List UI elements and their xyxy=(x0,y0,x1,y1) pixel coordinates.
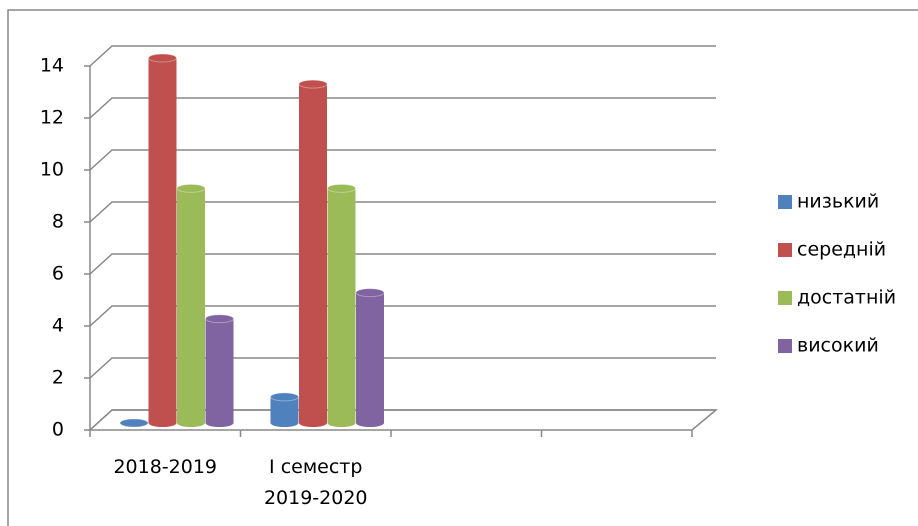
legend-swatch xyxy=(778,339,792,353)
legend-label: низький xyxy=(797,191,879,213)
bar-top xyxy=(327,183,356,193)
legend-swatch xyxy=(778,243,792,257)
bar-top xyxy=(355,288,385,298)
bar-top xyxy=(176,183,206,193)
bar xyxy=(356,292,384,423)
y-tick-label: 14 xyxy=(40,55,64,77)
bar-top xyxy=(205,314,234,324)
legend-label: достатній xyxy=(797,287,896,309)
x-tick-label: I семестр 2019-2020 xyxy=(263,456,368,509)
y-tick-label: 12 xyxy=(40,107,64,129)
grid-line xyxy=(89,305,716,327)
bar-base xyxy=(148,419,177,427)
y-tick-label: 4 xyxy=(52,315,64,337)
bar-top xyxy=(298,79,328,89)
bar-base xyxy=(327,419,356,427)
bar-base xyxy=(299,419,327,427)
bar-group xyxy=(148,53,177,427)
legend-swatch xyxy=(778,291,792,305)
y-tick-label: 10 xyxy=(40,159,64,181)
legend-swatch xyxy=(778,195,792,209)
bar-base xyxy=(356,419,384,427)
bar-group xyxy=(355,288,385,427)
bar-top xyxy=(148,53,177,63)
grid-line xyxy=(89,201,716,223)
bar xyxy=(177,188,205,423)
legend-label: середній xyxy=(797,239,886,261)
bar xyxy=(270,396,299,423)
bar-base xyxy=(205,419,234,427)
bar-group xyxy=(270,392,299,427)
grid-line xyxy=(89,149,716,171)
bar-group xyxy=(176,183,206,427)
bar-group xyxy=(298,79,328,427)
x-tick-label: 2018-2019 xyxy=(113,456,218,478)
grid-line xyxy=(89,409,716,431)
grid-line xyxy=(89,97,716,119)
bar-base xyxy=(177,419,205,427)
y-tick-label: 0 xyxy=(52,419,64,441)
grid-line xyxy=(89,253,716,275)
y-tick-label: 2 xyxy=(52,367,64,389)
chart-border xyxy=(7,9,918,526)
bar xyxy=(327,188,356,423)
y-tick-label: 6 xyxy=(52,263,64,285)
bar-group xyxy=(205,314,234,427)
bar-top xyxy=(119,418,149,428)
bar xyxy=(148,58,177,423)
bar xyxy=(205,318,234,423)
bar xyxy=(299,84,327,424)
legend-label: високий xyxy=(797,335,879,357)
grid-line xyxy=(89,45,716,67)
y-tick-label: 8 xyxy=(52,211,64,233)
bar-group xyxy=(119,418,149,428)
bar-top xyxy=(270,392,299,402)
bar-group xyxy=(327,183,356,427)
bar-base xyxy=(270,419,299,427)
grid-line xyxy=(89,357,716,379)
